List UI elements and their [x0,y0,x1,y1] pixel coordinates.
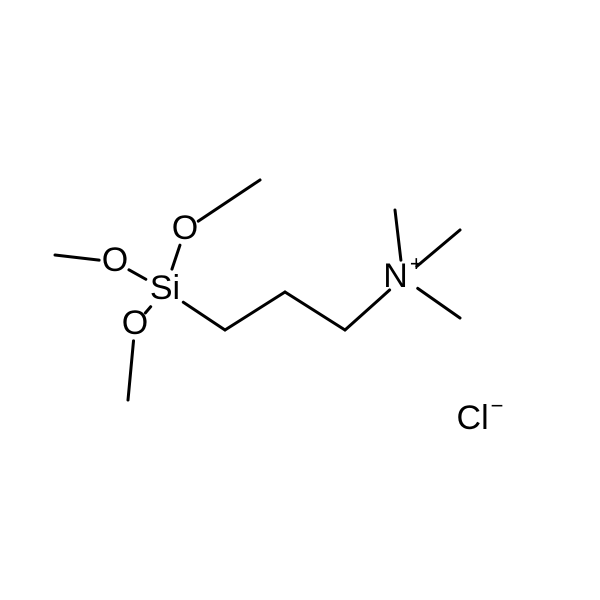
bond [418,288,460,318]
bond [417,230,460,266]
molecule-diagram: SiOOON+Cl− [0,0,600,600]
bond [172,245,180,269]
bond [395,210,401,260]
bond [198,180,260,221]
bond [345,290,390,330]
bond [285,292,345,330]
bond [55,255,99,260]
atom-label-o_top: O [172,209,198,247]
bond [129,270,146,279]
bond [225,292,285,330]
atom-label-o_bot: O [122,304,148,342]
bond [128,341,134,400]
atom-label-cl: Cl− [457,393,504,437]
bond [183,302,225,330]
atom-label-si: Si [150,269,180,307]
atom-label-o_left: O [102,241,128,279]
